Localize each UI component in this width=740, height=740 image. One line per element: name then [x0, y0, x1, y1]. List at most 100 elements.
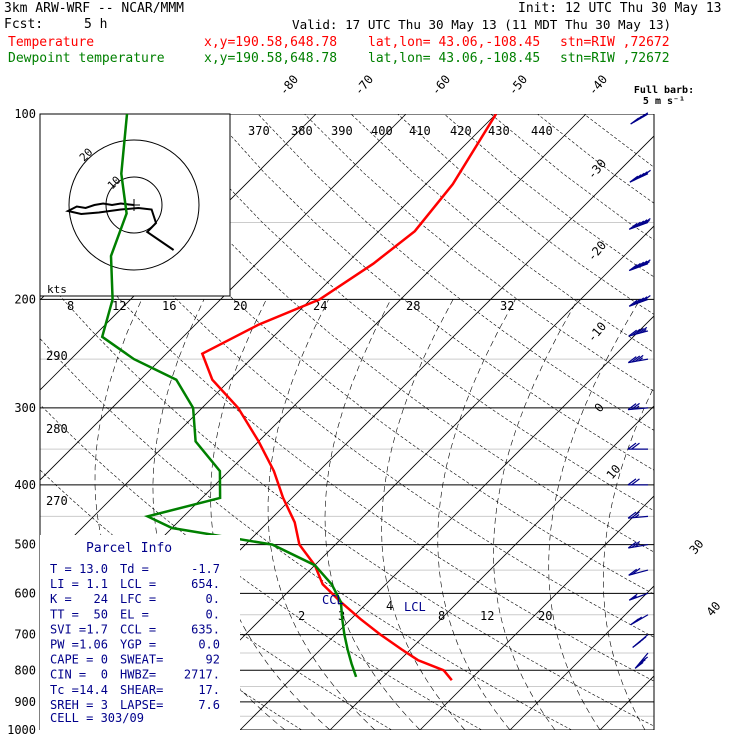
wind-barb	[630, 614, 649, 626]
wind-barb-flag	[635, 327, 644, 335]
isotherm-label: -60	[429, 72, 454, 98]
wind-barb	[627, 442, 648, 450]
wind-barb-staff	[629, 592, 649, 601]
parcel-field-label: LFC =	[120, 592, 156, 606]
wind-barb-flag	[637, 659, 646, 667]
wind-barb	[634, 652, 649, 669]
parcel-field-value: 92	[206, 653, 220, 667]
wind-barb-flag	[638, 260, 648, 268]
wind-barb-flag	[642, 259, 651, 267]
mixing-ratio-label: 32	[500, 299, 514, 313]
wind-barb-flag	[635, 297, 645, 305]
wind-barb-half-flag	[642, 113, 648, 118]
wind-barb-half-flag	[634, 405, 640, 410]
wind-barb-half-flag	[645, 261, 651, 266]
wind-barb-staff	[628, 543, 649, 549]
parcel-field-value: 2717.	[184, 668, 220, 682]
parcel-field-label: LAPSE=	[120, 698, 163, 712]
wind-barb-flag	[627, 442, 637, 450]
wind-barb	[630, 112, 649, 125]
wind-barb-flag	[638, 296, 648, 304]
isotherm-line	[419, 495, 654, 730]
wind-barb-flag	[631, 402, 640, 410]
wind-barb-flag	[627, 541, 637, 549]
parcel-field-value: -1.7	[191, 562, 220, 576]
mixing-ratio-label: 4	[386, 599, 393, 613]
theta-label: 410	[409, 124, 431, 138]
dewpoint-legend: Dewpoint temperature	[8, 51, 165, 66]
parcel-field-label: SHEAR=	[120, 683, 163, 697]
wind-barb-staff	[628, 407, 649, 411]
wind-barb	[627, 402, 649, 411]
mixing-ratio-label: 24	[313, 299, 327, 313]
wind-barb	[627, 511, 649, 519]
theta-label: 420	[450, 124, 472, 138]
wind-barb-flag	[638, 219, 648, 227]
wind-barb-flag	[642, 295, 651, 302]
isotherm-line	[149, 225, 654, 730]
parcel-field-label: LCL =	[120, 577, 156, 591]
parcel-info-panel: Parcel Info T = 13.0 Td = -1.7 LI = 1.1 LCL = 6…	[40, 535, 240, 730]
dry-adiabat-line	[304, 114, 654, 392]
parcel-field-value: 0.	[206, 607, 220, 621]
wind-barb-flag	[628, 329, 638, 337]
wind-barb-staff	[628, 358, 649, 364]
wind-barb-staff	[629, 173, 649, 183]
parcel-field-value: 635.	[191, 622, 220, 636]
pressure-label: 600	[14, 586, 36, 600]
wind-barb-half-flag	[641, 329, 647, 333]
mixing-ratio-label: 8	[67, 299, 74, 313]
isotherm-label: -20	[585, 238, 610, 264]
hodograph-kts-label: kts	[47, 283, 67, 296]
parcel-field-value: 3	[101, 698, 108, 712]
init-time: Init: 12 UTC Thu 30 May 13	[518, 1, 722, 16]
theta-label: 270	[46, 494, 68, 508]
moist-adiabat-line	[437, 299, 516, 730]
barb-legend-unit: 5 m s⁻¹	[643, 96, 685, 107]
wind-barb-flag	[638, 326, 648, 334]
temperature-station: stn=RIW ,72672	[560, 35, 670, 50]
dry-adiabat-line	[490, 114, 654, 241]
isotherm-line	[509, 585, 654, 730]
isotherm-line	[239, 315, 654, 730]
pressure-label: 400	[14, 478, 36, 492]
pressure-label: 1000	[7, 723, 36, 737]
parcel-field-value: 1.7	[86, 622, 108, 636]
parcel-field-label: T =	[50, 562, 72, 576]
moist-adiabat-line	[602, 386, 654, 730]
wind-barb	[627, 354, 649, 364]
wind-barb-flag	[628, 299, 638, 307]
wind-barb-flag	[627, 478, 637, 486]
parcel-cell: CELL = 303/09	[50, 711, 144, 725]
wind-barb-flag	[639, 171, 648, 179]
ccl-marker: CCL	[322, 593, 344, 607]
moist-adiabat-line	[657, 299, 740, 730]
parcel-field-value: 654.	[191, 577, 220, 591]
temperature-legend: Temperature	[8, 35, 95, 50]
wind-barb-flag	[632, 298, 641, 306]
parcel-field-label: SVI =	[50, 622, 86, 636]
wind-barb	[628, 295, 651, 307]
wind-barb	[629, 169, 651, 183]
wind-barb-half-flag	[645, 219, 651, 224]
isotherm-label: 40	[704, 599, 724, 619]
wind-barb-flag	[637, 636, 647, 644]
moist-adiabat-line	[493, 299, 578, 730]
sounding-profiles	[100, 114, 498, 681]
parcel-field-value: 0.	[206, 592, 220, 606]
wind-barb	[627, 478, 648, 486]
parcel-field-value: 0	[101, 653, 108, 667]
parcel-field-label: CCL =	[120, 622, 156, 636]
wind-barb	[628, 326, 649, 337]
pressure-label: 700	[14, 628, 36, 642]
valid-time: Valid: 17 UTC Thu 30 May 13 (11 MDT Thu …	[292, 17, 672, 32]
parcel-field-value: 1.06	[79, 638, 108, 652]
theta-label: 400	[371, 124, 393, 138]
parcel-field-label: YGP =	[120, 638, 156, 652]
mixing-ratio-label: 28	[406, 299, 420, 313]
theta-label: 380	[291, 124, 313, 138]
wind-barb	[628, 592, 649, 601]
wind-barb-half-flag	[634, 514, 640, 518]
pressure-label: 800	[14, 663, 36, 677]
